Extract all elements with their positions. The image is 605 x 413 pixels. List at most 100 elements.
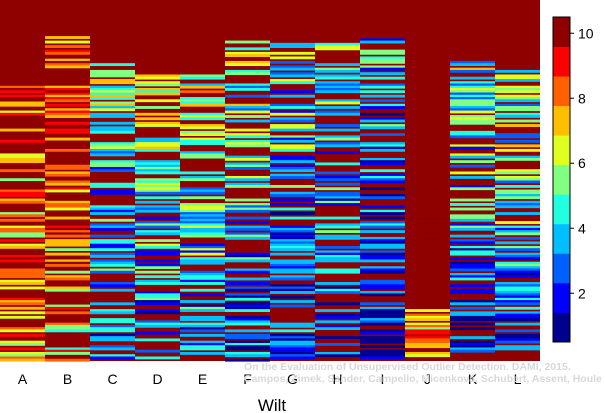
heatmap-cell <box>45 259 90 263</box>
heatmap-cell <box>360 142 405 145</box>
heatmap-cell <box>360 230 405 233</box>
heatmap-cell <box>225 209 270 213</box>
heatmap-cell <box>225 40 270 44</box>
heatmap-cell <box>315 42 360 46</box>
heatmap-cell <box>450 187 495 191</box>
heatmap-cell <box>135 293 180 297</box>
heatmap-cell <box>0 191 45 195</box>
heatmap-cell <box>225 216 270 220</box>
heatmap-cell <box>495 74 540 78</box>
heatmap-cell <box>135 216 180 220</box>
heatmap-cell <box>180 277 225 281</box>
heatmap-cell <box>45 248 90 252</box>
heatmap-cell <box>90 225 135 229</box>
heatmap-cell <box>180 345 225 349</box>
heatmap-cell <box>225 286 270 290</box>
heatmap-cell <box>360 243 405 247</box>
heatmap-cell <box>405 164 450 168</box>
heatmap-cell <box>90 270 135 274</box>
heatmap-cell <box>360 252 405 256</box>
heatmap-cell <box>45 187 90 191</box>
heatmap-cell <box>360 124 405 127</box>
heatmap-cell <box>360 60 405 64</box>
heatmap-cell <box>360 340 405 344</box>
heatmap-cell <box>45 60 90 64</box>
heatmap-cell <box>0 212 45 215</box>
heatmap-cell <box>45 49 90 53</box>
heatmap-cell <box>180 230 225 233</box>
heatmap-cell <box>315 245 360 249</box>
heatmap-cell <box>45 322 90 326</box>
x-tick-label: D <box>152 371 162 387</box>
heatmap-cell <box>45 198 90 202</box>
heatmap-cell <box>180 315 225 319</box>
heatmap-cell <box>405 259 450 263</box>
heatmap-cell <box>90 205 135 209</box>
heatmap-cell <box>450 153 495 157</box>
heatmap-cell <box>0 239 45 243</box>
heatmap-cell <box>405 139 450 143</box>
colorbar-tick-label: 8 <box>578 90 586 106</box>
heatmap-cell <box>180 112 225 116</box>
heatmap-cell <box>315 302 360 306</box>
heatmap-cell <box>270 243 315 247</box>
heatmap-cell <box>90 327 135 331</box>
heatmap-cell <box>135 349 180 353</box>
heatmap-cell <box>315 182 360 186</box>
heatmap-cell <box>360 302 405 306</box>
colorbar-segment <box>553 312 570 343</box>
heatmap-cell <box>405 239 450 243</box>
heatmap-cell <box>315 291 360 294</box>
heatmap-cell <box>495 90 540 94</box>
heatmap-cell <box>180 304 225 308</box>
heatmap-cell <box>315 250 360 254</box>
heatmap-cell <box>360 49 405 53</box>
heatmap-cell <box>180 74 225 78</box>
heatmap-cell <box>495 270 540 274</box>
heatmap-cell <box>270 236 315 240</box>
heatmap-cell <box>270 45 315 48</box>
heatmap-cell <box>270 164 315 168</box>
heatmap-cell <box>315 47 360 51</box>
heatmap-cell <box>45 97 90 100</box>
heatmap-cell <box>360 117 405 121</box>
heatmap-cell <box>0 146 45 150</box>
heatmap-cell <box>0 94 45 98</box>
heatmap-cell <box>450 160 495 164</box>
x-tick-label: J <box>424 371 431 387</box>
heatmap-cell <box>270 74 315 78</box>
heatmap-cell <box>315 309 360 312</box>
heatmap-cell <box>135 92 180 96</box>
heatmap-cell <box>225 322 270 326</box>
heatmap-cell <box>90 146 135 150</box>
colorbar-tick-labels: 2 4 6 8 10 <box>578 25 594 301</box>
heatmap-cell <box>180 137 225 141</box>
heatmap-cell <box>270 135 315 139</box>
heatmap-cell <box>360 175 405 179</box>
heatmap-cell <box>360 309 405 312</box>
heatmap-cell <box>360 266 405 270</box>
heatmap-cell <box>450 223 495 227</box>
heatmap-cell <box>495 115 540 118</box>
heatmap-cell <box>135 146 180 150</box>
heatmap-cell <box>315 216 360 220</box>
heatmap-cell <box>315 187 360 191</box>
heatmap-cell <box>270 110 315 114</box>
heatmap-cell <box>45 205 90 209</box>
heatmap-cell <box>90 356 135 360</box>
heatmap-cell <box>450 207 495 211</box>
heatmap-cell <box>180 279 225 283</box>
heatmap-cell <box>495 178 540 182</box>
heatmap-cell <box>315 351 360 355</box>
heatmap-cell <box>225 60 270 64</box>
heatmap-cell <box>45 241 90 245</box>
heatmap-cell <box>0 227 45 231</box>
heatmap-cell <box>0 103 45 107</box>
heatmap-cell <box>360 293 405 297</box>
heatmap-cell <box>225 128 270 132</box>
heatmap-cell <box>90 254 135 258</box>
heatmap-cell <box>405 171 450 175</box>
heatmap-cell <box>405 315 450 319</box>
heatmap-cell <box>90 245 135 249</box>
heatmap-cell <box>360 67 405 71</box>
